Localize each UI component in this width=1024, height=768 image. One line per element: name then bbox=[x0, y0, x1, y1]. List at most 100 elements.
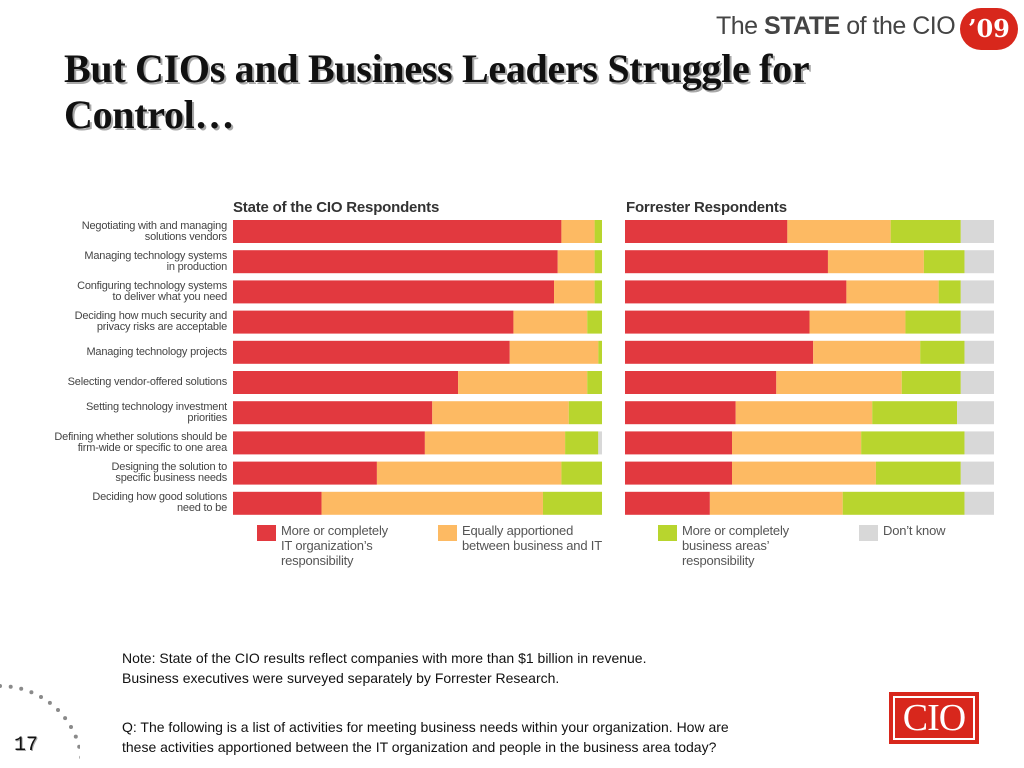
decorative-dot bbox=[47, 700, 52, 705]
slide-title: But CIOs and Business Leaders Struggle f… bbox=[64, 46, 809, 137]
bar-segment-forrester-it-7 bbox=[625, 401, 736, 425]
bar-segment-cio-equal-8 bbox=[424, 431, 566, 455]
bar-segment-forrester-dont-know-1 bbox=[960, 220, 994, 243]
bar-segment-cio-equal-10 bbox=[321, 491, 543, 515]
bar-segment-cio-business-9 bbox=[561, 461, 602, 485]
bar-segment-forrester-business-4 bbox=[905, 310, 961, 334]
bar-segment-forrester-dont-know-10 bbox=[964, 491, 994, 515]
legend-swatch-dont-know bbox=[859, 525, 878, 541]
bar-segment-forrester-it-2 bbox=[625, 250, 828, 274]
bar-segment-cio-equal-4 bbox=[513, 310, 588, 334]
bar-segment-cio-business-2 bbox=[594, 250, 602, 274]
panel-title-forrester: Forrester Respondents bbox=[626, 199, 787, 216]
bar-segment-cio-dont-know-8 bbox=[598, 431, 602, 455]
legend-label-business: More or completely business areas’ respo… bbox=[682, 523, 789, 568]
bar-segment-forrester-business-7 bbox=[872, 401, 958, 425]
legend-label-it: More or completely IT organization’s res… bbox=[281, 523, 388, 568]
brand-year-badge: ’09 bbox=[960, 8, 1018, 50]
bar-segment-forrester-business-2 bbox=[923, 250, 965, 274]
category-label: Selecting vendor-offered solutions bbox=[67, 376, 228, 388]
bar-segment-forrester-business-3 bbox=[938, 280, 961, 304]
bar-segment-forrester-equal-3 bbox=[846, 280, 939, 304]
bar-segment-forrester-business-1 bbox=[890, 220, 961, 243]
brand-wordmark: The STATE of the CIO bbox=[716, 12, 956, 40]
bar-segment-forrester-dont-know-9 bbox=[960, 461, 994, 485]
category-label: Managing technology projects bbox=[86, 345, 227, 358]
category-label: Configuring technology systems to deliver… bbox=[77, 279, 227, 303]
decorative-dot bbox=[63, 716, 68, 721]
bar-segment-cio-it-1 bbox=[233, 220, 562, 243]
panel-title-cio: State of the CIO Respondents bbox=[233, 199, 440, 216]
category-label: Setting technology investment priorities bbox=[86, 400, 227, 424]
bar-segment-forrester-equal-9 bbox=[732, 461, 876, 485]
category-label: Negotiating with and managing solutions v… bbox=[81, 219, 227, 243]
bar-segment-cio-equal-5 bbox=[509, 340, 599, 364]
survey-note: Note: State of the CIO results reflect c… bbox=[122, 650, 647, 686]
bar-segment-forrester-dont-know-2 bbox=[964, 250, 994, 274]
decorative-dot bbox=[29, 690, 34, 695]
page-number: 17 bbox=[14, 734, 39, 757]
bar-segment-cio-it-8 bbox=[233, 431, 425, 455]
decorative-dot bbox=[39, 695, 43, 699]
bar-segment-cio-equal-3 bbox=[554, 280, 595, 304]
bar-segment-forrester-it-5 bbox=[625, 340, 814, 364]
bar-segment-forrester-equal-1 bbox=[787, 220, 891, 243]
cio-logo-text: CIO bbox=[893, 696, 975, 740]
bar-segment-forrester-it-1 bbox=[625, 220, 788, 243]
legend-label-dont-know: Don’t know bbox=[883, 523, 946, 538]
bar-segment-forrester-it-6 bbox=[625, 371, 777, 394]
category-label: Deciding how much security and privacy ri… bbox=[74, 310, 228, 334]
bar-segment-forrester-business-9 bbox=[875, 461, 961, 485]
decorative-dot bbox=[69, 725, 73, 729]
legend-label-equal: Equally apportioned between business and… bbox=[462, 523, 602, 553]
bar-segment-cio-business-4 bbox=[587, 310, 602, 334]
bar-segment-forrester-it-8 bbox=[625, 431, 733, 455]
bar-segment-forrester-it-10 bbox=[625, 491, 710, 515]
bar-segment-forrester-it-4 bbox=[625, 310, 810, 334]
bar-segment-cio-it-10 bbox=[233, 491, 322, 515]
bar-segment-forrester-dont-know-8 bbox=[964, 431, 994, 455]
survey-question: Q: The following is a list of activities… bbox=[122, 719, 729, 755]
bar-segment-cio-business-1 bbox=[594, 220, 602, 243]
bar-segment-forrester-equal-2 bbox=[827, 250, 924, 274]
bar-segment-cio-it-6 bbox=[233, 371, 459, 394]
bar-segment-cio-business-8 bbox=[565, 431, 599, 455]
decorative-dot bbox=[0, 684, 2, 688]
bar-segment-cio-equal-2 bbox=[557, 250, 595, 274]
decorative-dot bbox=[19, 686, 24, 691]
bar-segment-forrester-dont-know-6 bbox=[960, 371, 994, 394]
cio-logo: CIO bbox=[889, 692, 979, 744]
bar-segment-forrester-business-6 bbox=[901, 371, 961, 394]
bar-segment-forrester-dont-know-5 bbox=[964, 340, 994, 364]
bar-segment-forrester-business-8 bbox=[861, 431, 965, 455]
category-label: Designing the solution to specific busine… bbox=[111, 461, 228, 485]
legend-swatch-business bbox=[658, 525, 677, 541]
bar-segment-cio-it-7 bbox=[233, 401, 433, 425]
bar-segment-cio-equal-1 bbox=[561, 220, 595, 243]
bar-segment-forrester-equal-5 bbox=[813, 340, 921, 364]
decorative-dot bbox=[73, 734, 78, 739]
bar-segment-forrester-dont-know-7 bbox=[957, 401, 994, 425]
category-label: Defining whether solutions should be firm… bbox=[54, 430, 227, 454]
bar-segment-cio-business-10 bbox=[542, 491, 602, 515]
bar-segment-cio-it-3 bbox=[233, 280, 555, 304]
bar-segment-forrester-equal-4 bbox=[809, 310, 906, 334]
bar-segment-forrester-equal-6 bbox=[776, 371, 902, 394]
category-label: Deciding how good solutions need to be bbox=[92, 491, 227, 515]
bar-segment-cio-equal-7 bbox=[432, 401, 569, 425]
bar-segment-cio-business-7 bbox=[568, 401, 602, 425]
bar-segment-cio-business-3 bbox=[594, 280, 602, 304]
bar-segment-cio-equal-6 bbox=[458, 371, 588, 394]
decorative-dot bbox=[56, 708, 60, 712]
decorative-dot bbox=[77, 744, 80, 749]
category-label: Managing technology systems in production bbox=[84, 249, 227, 273]
bar-segment-forrester-business-5 bbox=[920, 340, 965, 364]
bar-segment-cio-business-6 bbox=[587, 371, 602, 394]
decorative-dot bbox=[79, 755, 80, 759]
bar-segment-forrester-equal-8 bbox=[732, 431, 862, 455]
decorative-dots-arc bbox=[0, 684, 80, 759]
decorative-dot bbox=[8, 684, 13, 689]
bar-segment-cio-equal-9 bbox=[376, 461, 562, 485]
bar-segment-forrester-business-10 bbox=[842, 491, 965, 515]
